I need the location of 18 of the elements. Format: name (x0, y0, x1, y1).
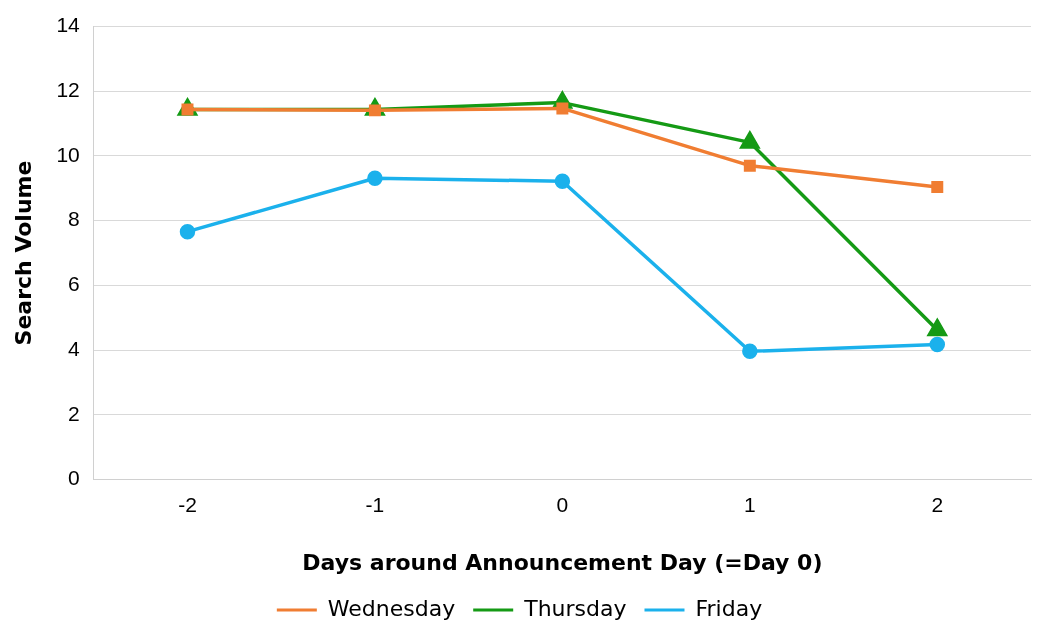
y-tick-label: 4 (68, 336, 81, 360)
x-tick-label: -1 (365, 492, 385, 516)
x-tick-label: 2 (931, 492, 944, 516)
x-axis-title: Days around Announcement Day (=Day 0) (302, 549, 823, 575)
x-tick-label: 1 (743, 492, 756, 516)
legend-label: Wednesday (327, 595, 456, 621)
x-tick-label: -2 (178, 492, 197, 516)
y-tick-label: 14 (56, 13, 81, 37)
legend-label: Friday (695, 595, 763, 621)
x-tick-label: 0 (556, 492, 569, 516)
y-tick-label: 10 (56, 142, 80, 166)
y-tick-label: 6 (68, 272, 80, 296)
y-tick-label: 12 (56, 78, 80, 102)
y-tick-label: 8 (68, 207, 80, 231)
y-tick-label: 2 (68, 401, 80, 425)
y-axis-title: Search Volume (10, 160, 36, 346)
legend-label: Thursday (523, 595, 627, 621)
y-tick-label: 0 (68, 466, 80, 490)
